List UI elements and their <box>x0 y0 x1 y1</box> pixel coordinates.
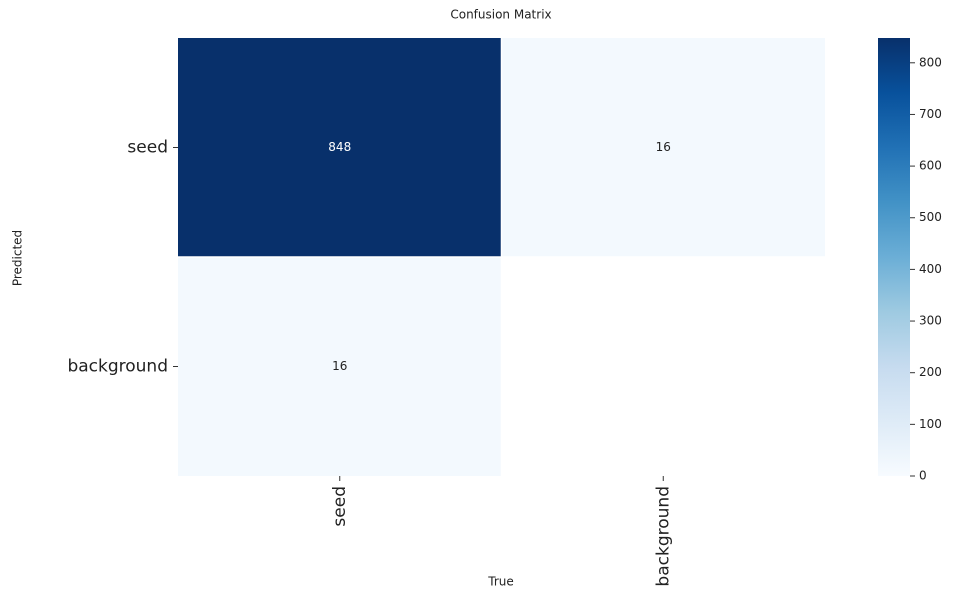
y-tick-label: seed <box>127 138 168 158</box>
colorbar-tick-label: 500 <box>919 210 942 224</box>
cell-label: 16 <box>656 140 671 154</box>
colorbar <box>878 38 910 476</box>
colorbar-tick-label: 600 <box>919 159 942 173</box>
heatmap-cell <box>501 38 825 257</box>
colorbar-tick-label: 100 <box>919 417 942 431</box>
y-axis-label: Predicted <box>11 230 25 286</box>
heatmap-cell <box>178 257 502 476</box>
x-tick-label: seed <box>330 486 350 527</box>
x-tick-label: background <box>653 486 673 587</box>
heatmap-cell <box>178 38 502 257</box>
colorbar-tick-label: 800 <box>919 55 942 69</box>
colorbar-tick-label: 400 <box>919 262 942 276</box>
chart-title: Confusion Matrix <box>450 8 551 22</box>
colorbar-tick-label: 300 <box>919 314 942 328</box>
x-axis-label: True <box>487 575 514 589</box>
y-tick-label: background <box>67 357 168 377</box>
colorbar-tick-label: 200 <box>919 365 942 379</box>
cell-label: 16 <box>332 359 347 373</box>
colorbar-tick-label: 700 <box>919 107 942 121</box>
cell-label: 848 <box>328 140 351 154</box>
colorbar-tick-label: 0 <box>919 469 927 483</box>
